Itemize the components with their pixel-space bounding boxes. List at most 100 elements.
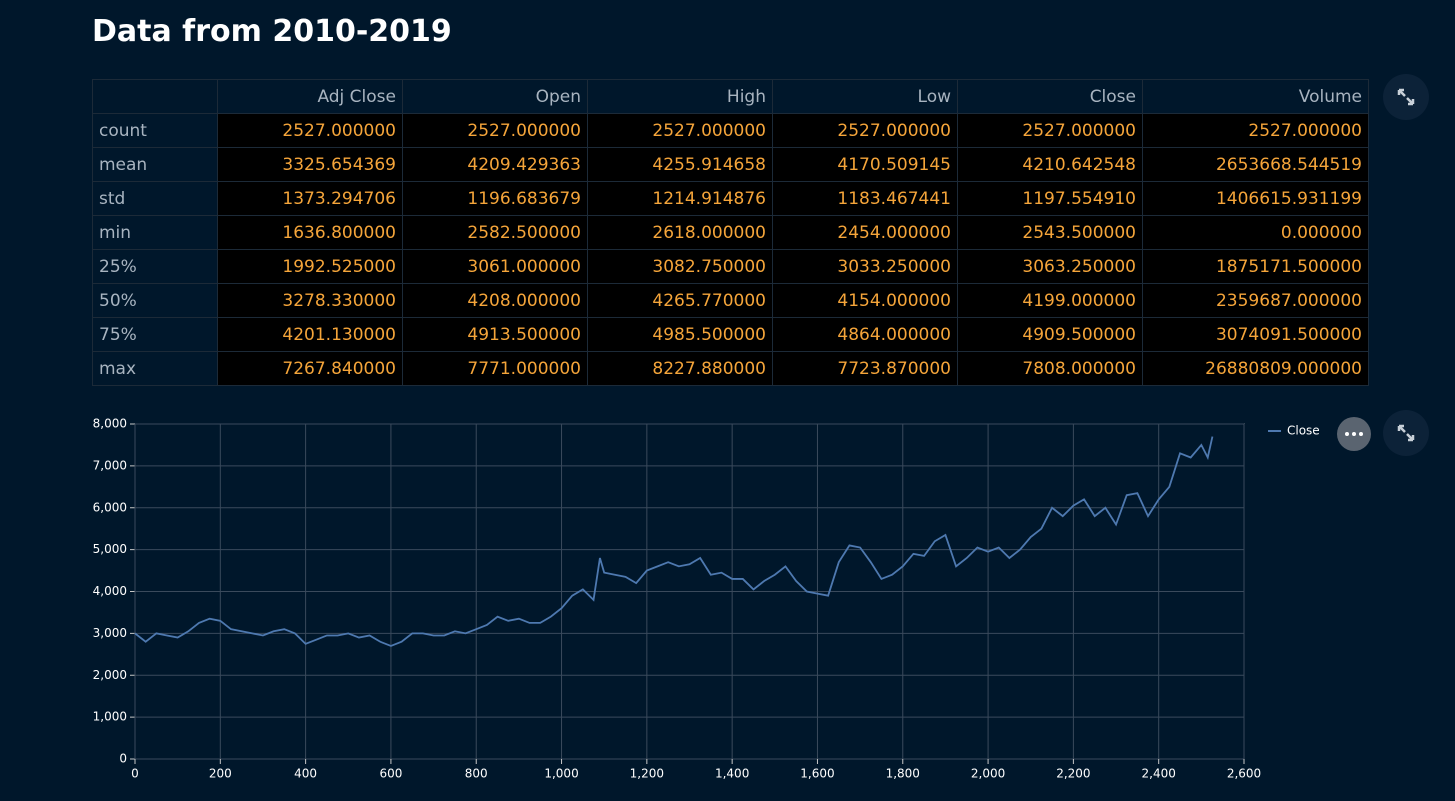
column-header: Close bbox=[957, 79, 1143, 114]
y-tick-label: 5,000 bbox=[93, 542, 127, 556]
y-tick-label: 4,000 bbox=[93, 584, 127, 598]
cell: 3033.250000 bbox=[772, 249, 958, 284]
chart: 0 1,000 2,000 3,000 4,000 5,000 6,000 7,000 8,00… bbox=[93, 417, 1320, 781]
corner-cell bbox=[92, 79, 218, 114]
x-tick-label: 1,600 bbox=[800, 767, 834, 781]
y-tick-label: 3,000 bbox=[93, 626, 127, 640]
cell: 4210.642548 bbox=[957, 147, 1143, 182]
y-tick-label: 2,000 bbox=[93, 668, 127, 682]
cell: 4170.509145 bbox=[772, 147, 958, 182]
cell: 8227.880000 bbox=[587, 351, 773, 386]
cell: 7723.870000 bbox=[772, 351, 958, 386]
x-tick-label: 1,400 bbox=[715, 767, 749, 781]
cell: 2543.500000 bbox=[957, 215, 1143, 250]
cell: 4864.000000 bbox=[772, 317, 958, 352]
cell: 1636.800000 bbox=[217, 215, 403, 250]
column-header: Volume bbox=[1142, 79, 1369, 114]
cell: 3325.654369 bbox=[217, 147, 403, 182]
x-tick-label: 1,000 bbox=[544, 767, 578, 781]
table-row: 75% 4201.130000 4913.500000 4985.500000 4864… bbox=[92, 317, 1369, 352]
cell: 2359687.000000 bbox=[1142, 283, 1369, 318]
header-row: Adj Close Open High Low Close Volume bbox=[92, 79, 1369, 114]
row-label: mean bbox=[92, 147, 218, 182]
icon bbox=[1397, 424, 1415, 442]
stats-table: Adj Close Open High Low Close Volume count 2527… bbox=[92, 79, 1369, 386]
x-tick-label: 2,600 bbox=[1227, 767, 1261, 781]
cell: 3074091.500000 bbox=[1142, 317, 1369, 352]
y-tick-label: 1,000 bbox=[93, 710, 127, 724]
cell: 1992.525000 bbox=[217, 249, 403, 284]
cell: 2527.000000 bbox=[402, 113, 588, 148]
cell: 1197.554910 bbox=[957, 181, 1143, 216]
cell: 1183.467441 bbox=[772, 181, 958, 216]
cell: 4255.914658 bbox=[587, 147, 773, 182]
y-tick-label: 7,000 bbox=[93, 458, 127, 472]
table-row: 50% 3278.330000 4208.000000 4265.770000 4154… bbox=[92, 283, 1369, 318]
column-header: Adj Close bbox=[217, 79, 403, 114]
fullscreen-button[interactable] bbox=[1383, 410, 1429, 456]
table-row: 25% 1992.525000 3061.000000 3082.750000 3033… bbox=[92, 249, 1369, 284]
cell: 1406615.931199 bbox=[1142, 181, 1369, 216]
x-tick-label: 0 bbox=[131, 767, 139, 781]
y-tick-label: 0 bbox=[119, 752, 127, 766]
cell: 4199.000000 bbox=[957, 283, 1143, 318]
cell: 26880809.000000 bbox=[1142, 351, 1369, 386]
page-title: Data from 2010-2019 bbox=[92, 14, 452, 49]
x-tick-label: 200 bbox=[209, 767, 232, 781]
cell: 3063.250000 bbox=[957, 249, 1143, 284]
cell: 3061.000000 bbox=[402, 249, 588, 284]
menu-button[interactable] bbox=[1337, 417, 1371, 451]
line bbox=[134, 436, 1214, 647]
legend-label: Close bbox=[1287, 424, 1320, 438]
cell: 4208.000000 bbox=[402, 283, 588, 318]
row-label: std bbox=[92, 181, 218, 216]
cell: 2618.000000 bbox=[587, 215, 773, 250]
cell: 2653668.544519 bbox=[1142, 147, 1369, 182]
row-label: 25% bbox=[92, 249, 218, 284]
table-row: mean 3325.654369 4209.429363 4255.914658 417… bbox=[92, 147, 1369, 182]
cell: 4201.130000 bbox=[217, 317, 403, 352]
table-row: max 7267.840000 7771.000000 8227.880000 7723… bbox=[92, 351, 1369, 386]
cell: 1875171.500000 bbox=[1142, 249, 1369, 284]
table-row: std 1373.294706 1196.683679 1214.914876 1183… bbox=[92, 181, 1369, 216]
x-tick-label: 600 bbox=[379, 767, 402, 781]
cell: 4985.500000 bbox=[587, 317, 773, 352]
cell: 3082.750000 bbox=[587, 249, 773, 284]
x-tick-label: 800 bbox=[465, 767, 488, 781]
cell: 7808.000000 bbox=[957, 351, 1143, 386]
cell: 4265.770000 bbox=[587, 283, 773, 318]
cell: 1214.914876 bbox=[587, 181, 773, 216]
cell: 2582.500000 bbox=[402, 215, 588, 250]
row-label: 50% bbox=[92, 283, 218, 318]
column-header: Open bbox=[402, 79, 588, 114]
x-tick-label: 2,400 bbox=[1142, 767, 1176, 781]
x-tick-label: 1,800 bbox=[886, 767, 920, 781]
row-label: max bbox=[92, 351, 218, 386]
y-tick-label: 8,000 bbox=[93, 417, 127, 431]
row-label: count bbox=[92, 113, 218, 148]
cell: 0.000000 bbox=[1142, 215, 1369, 250]
icon bbox=[1345, 432, 1363, 436]
column-header: Low bbox=[772, 79, 958, 114]
cell: 4154.000000 bbox=[772, 283, 958, 318]
cell: 1196.683679 bbox=[402, 181, 588, 216]
row-label: 75% bbox=[92, 317, 218, 352]
icon bbox=[1397, 88, 1415, 106]
cell: 7771.000000 bbox=[402, 351, 588, 386]
x-tick-label: 2,000 bbox=[971, 767, 1005, 781]
cell: 1373.294706 bbox=[217, 181, 403, 216]
cell: 2527.000000 bbox=[1142, 113, 1369, 148]
x-tick-label: 2,200 bbox=[1056, 767, 1090, 781]
cell: 7267.840000 bbox=[217, 351, 403, 386]
cell: 4209.429363 bbox=[402, 147, 588, 182]
table-row: min 1636.800000 2582.500000 2618.000000 2454… bbox=[92, 215, 1369, 250]
row-label: min bbox=[92, 215, 218, 250]
fullscreen-button[interactable] bbox=[1383, 74, 1429, 120]
cell: 4909.500000 bbox=[957, 317, 1143, 352]
cell: 4913.500000 bbox=[402, 317, 588, 352]
cell: 2527.000000 bbox=[957, 113, 1143, 148]
x-tick-label: 1,200 bbox=[630, 767, 664, 781]
cell: 2454.000000 bbox=[772, 215, 958, 250]
cell: 2527.000000 bbox=[217, 113, 403, 148]
